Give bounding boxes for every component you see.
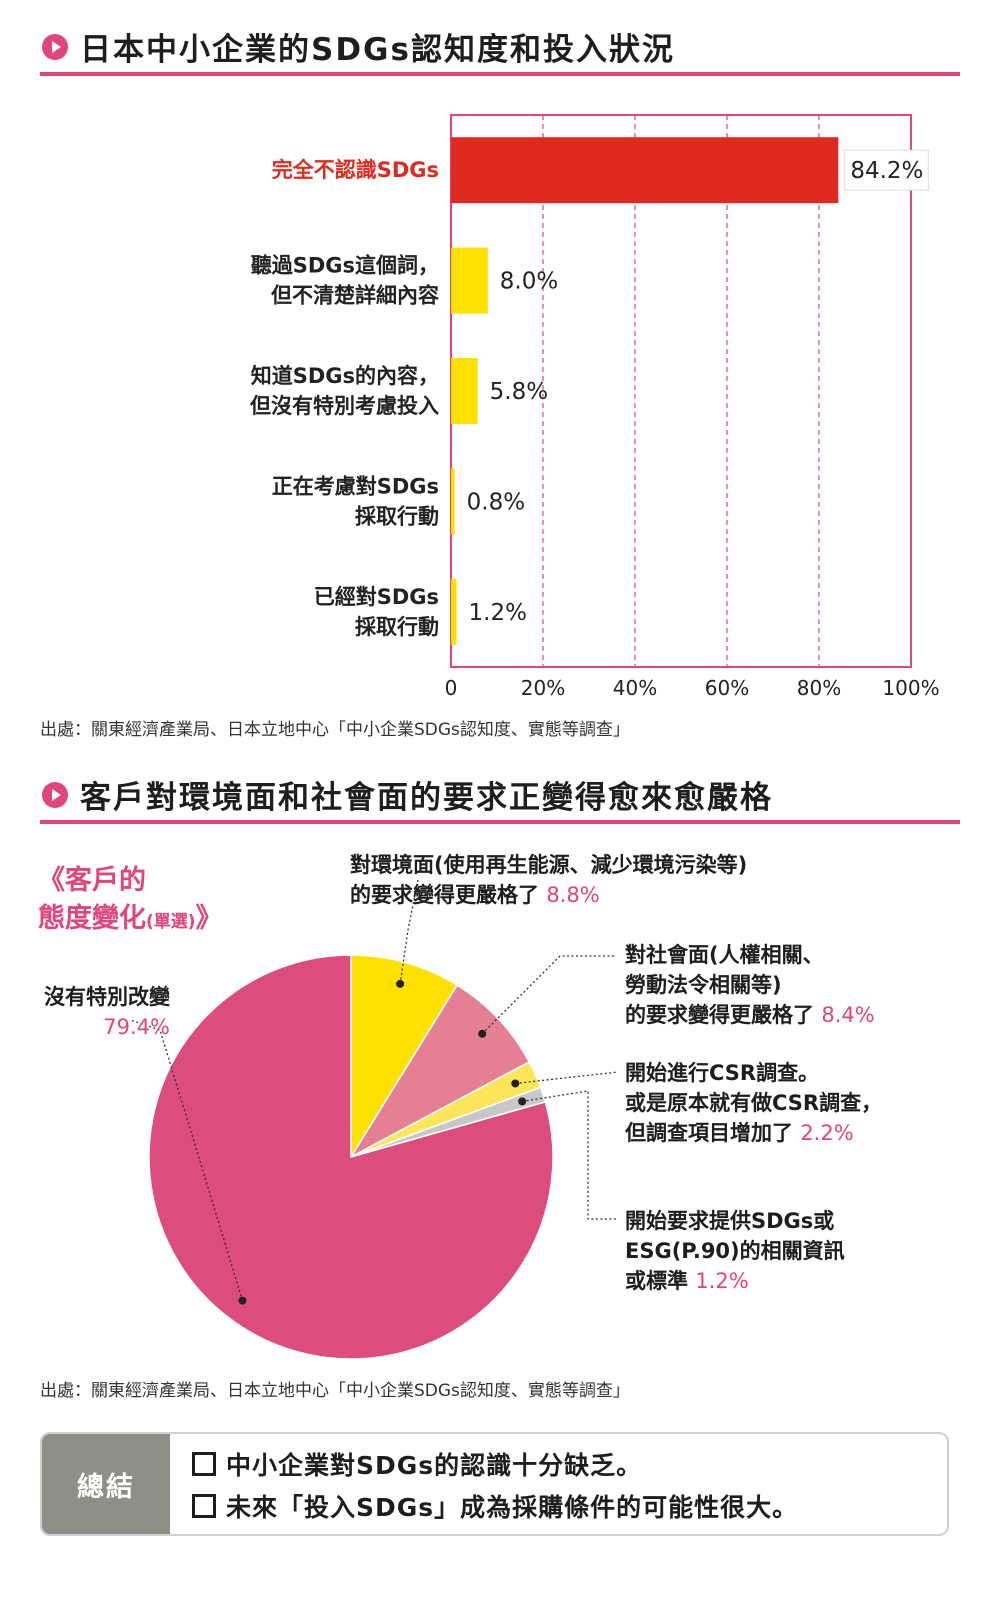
- pie-slice: [348, 984, 531, 1159]
- summary-label: 總結: [42, 1434, 170, 1534]
- checkbox-icon: [192, 1494, 216, 1518]
- pie-heading-close: 》: [195, 903, 223, 934]
- bar: [451, 247, 488, 314]
- x-tick-label: 60%: [705, 676, 749, 700]
- pie-heading-line2: 態度變化: [38, 903, 146, 934]
- annotation-csr: 開始進行CSR調查。 或是原本就有做CSR調查， 但調查項目增加了 2.2%: [625, 1058, 882, 1148]
- x-tick-label: 80%: [797, 676, 841, 700]
- section-title: 日本中小企業的SDGs認知度和投入狀況: [80, 32, 675, 68]
- category-label: 但不清楚詳細內容: [271, 284, 439, 308]
- leader-dot: [238, 1296, 247, 1305]
- annotation-sdgs-info: 開始要求提供SDGs或 ESG(P.90)的相關資訊 或標準 1.2%: [625, 1206, 845, 1296]
- category-label: 但沒有特別考慮投入: [250, 394, 439, 418]
- summary-item: 中小企業對SDGs的認識十分缺乏。: [192, 1446, 642, 1482]
- category-label: 完全不認識SDGs: [272, 158, 439, 182]
- value-label-box: [843, 149, 929, 191]
- annotation-value: 79.4%: [103, 1015, 170, 1039]
- pie-heading: 《客戶的 態度變化(單選)》: [38, 862, 223, 941]
- category-label: 知道SDGs的內容，: [251, 364, 439, 388]
- category-label: 採取行動: [355, 615, 439, 639]
- annotation-environment: 對環境面(使用再生能源、減少環境污染等) 的要求變得更嚴格了 8.8%: [350, 850, 747, 910]
- category-label: 正在考慮對SDGs: [272, 474, 439, 498]
- summary-item-text: 中小企業對SDGs的認識十分缺乏。: [226, 1451, 643, 1480]
- category-label: 聽過SDGs這個詞，: [251, 254, 439, 278]
- leader-dot: [518, 1097, 527, 1106]
- source-note: 出處：關東經濟產業局、日本立地中心「中小企業SDGs認知度、實態等調查」: [40, 720, 630, 740]
- category-label: 採取行動: [355, 504, 439, 528]
- bar-value-label: 1.2%: [469, 600, 527, 626]
- annotation-no-change: 沒有特別改變 79.4%: [30, 982, 170, 1042]
- pie-heading-line1: 《客戶的: [38, 865, 146, 896]
- leader-line: [522, 1090, 618, 1220]
- bar: [451, 468, 455, 535]
- annotation-value: 1.2%: [695, 1269, 749, 1293]
- annotation-label: 沒有特別改變: [44, 985, 170, 1009]
- annotation-social: 對社會面(人權相關、 勞動法令相關等) 的要求變得更嚴格了 8.4%: [625, 940, 875, 1030]
- bar: [451, 358, 478, 424]
- annotation-value: 8.8%: [546, 883, 600, 907]
- category-label: 已經對SDGs: [314, 585, 439, 609]
- x-tick-label: 20%: [521, 676, 565, 700]
- annotation-label: 對環境面(使用再生能源、減少環境污染等) 的要求變得更嚴格了: [350, 853, 748, 907]
- annotation-label: 開始進行CSR調查。 或是原本就有做CSR調查， 但調查項目增加了: [625, 1061, 883, 1145]
- summary-item: 未來「投入SDGs」成為採購條件的可能性很大。: [192, 1488, 798, 1524]
- annotation-label: 開始要求提供SDGs或 ESG(P.90)的相關資訊 或標準: [625, 1209, 845, 1293]
- bar-value-label: 0.8%: [467, 489, 525, 515]
- play-bullet-icon: [42, 782, 68, 808]
- section-header-customers: 客戶對環境面和社會面的要求正變得愈來愈嚴格: [40, 760, 960, 824]
- leader-dot: [511, 1079, 520, 1088]
- pie-heading-small: (單選): [146, 912, 196, 932]
- pie-slice: [350, 954, 459, 1160]
- summary-box: 總結 中小企業對SDGs的認識十分缺乏。 未來「投入SDGs」成為採購條件的可能…: [40, 1432, 949, 1536]
- checkbox-icon: [192, 1452, 216, 1476]
- bar-value-label: 8.0%: [500, 269, 558, 295]
- pie-slice: [148, 954, 554, 1360]
- annotation-value: 8.4%: [821, 1003, 875, 1027]
- annotation-value: 2.2%: [800, 1121, 854, 1145]
- x-tick-label: 40%: [613, 676, 657, 700]
- leader-dot: [396, 979, 405, 988]
- leader-line: [515, 1071, 619, 1085]
- annotation-label: 對社會面(人權相關、 勞動法令相關等) 的要求變得更嚴格了: [625, 943, 824, 1027]
- bar: [451, 578, 457, 645]
- x-tick-label: 100%: [882, 676, 939, 700]
- awareness-bar-chart: 0 20% 40% 60% 80% 100% 84.2% 完全不認識SDGs 8.0% 聽過SDG…: [250, 114, 940, 700]
- leader-line: [399, 879, 419, 984]
- source-note: 出處：關東經濟產業局、日本立地中心「中小企業SDGs認知度、實態等調查」: [40, 1381, 630, 1401]
- bar-value-label: 84.2%: [850, 158, 923, 184]
- bar-value-label: 5.8%: [490, 379, 548, 405]
- play-bullet-icon: [42, 34, 68, 60]
- x-tick-label: 0: [445, 676, 458, 700]
- section-header-awareness: 日本中小企業的SDGs認知度和投入狀況: [40, 12, 960, 76]
- section-title: 客戶對環境面和社會面的要求正變得愈來愈嚴格: [80, 780, 773, 816]
- summary-item-text: 未來「投入SDGs」成為採購條件的可能性很大。: [226, 1493, 799, 1522]
- bar: [451, 137, 839, 204]
- leader-line: [481, 955, 615, 1035]
- leader-dot: [478, 1029, 487, 1038]
